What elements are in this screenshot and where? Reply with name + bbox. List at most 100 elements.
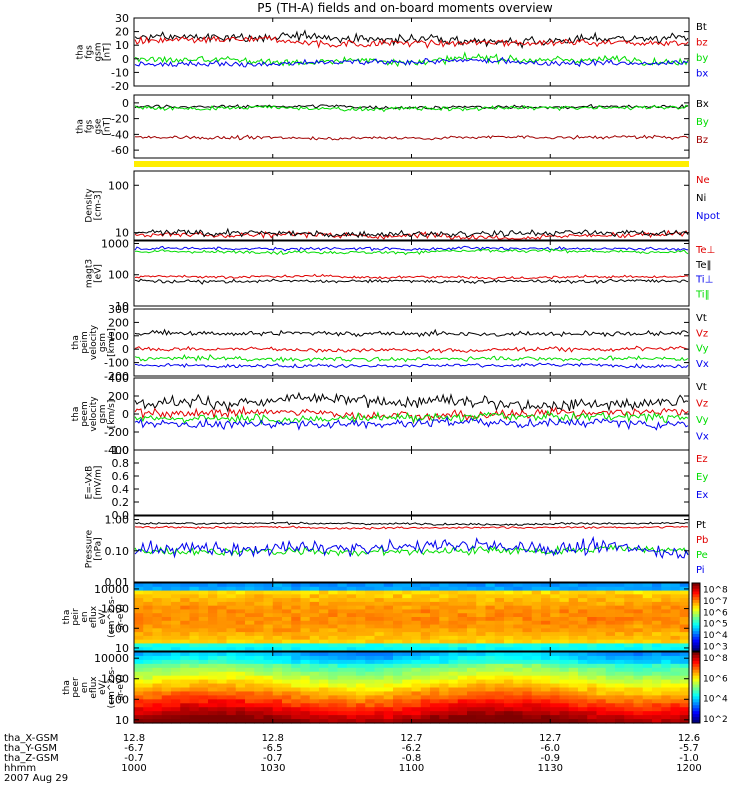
peir_spec-cell: [661, 590, 672, 595]
peer_spec-cell: [319, 675, 329, 681]
peir_spec-cell: [550, 639, 561, 645]
peir_spec-cell: [504, 583, 514, 588]
peer_spec-cell: [485, 652, 496, 657]
peir_spec-cell: [457, 598, 468, 603]
peer_spec-cell: [235, 652, 246, 657]
peer_spec-cell: [300, 687, 311, 693]
peer_spec-cell: [679, 711, 690, 716]
peir_spec-cell: [161, 583, 172, 588]
peir_spec-cell: [346, 647, 357, 652]
peir_spec-cell: [439, 639, 450, 645]
peir_spec-cell: [319, 613, 329, 618]
peir_spec-cell: [263, 647, 274, 652]
peer_spec-colorbar-cell: [692, 708, 700, 712]
peer_spec-cell: [633, 683, 644, 689]
peir_spec-cell: [263, 624, 274, 629]
peir_spec-cell: [291, 620, 302, 626]
peir_spec-cell: [504, 628, 514, 633]
peer_spec-cell: [679, 659, 690, 665]
peir_spec-cell: [309, 609, 320, 614]
peir_spec-cell: [208, 613, 218, 618]
peir_spec-cell: [596, 643, 607, 648]
peir_spec-cell: [393, 617, 403, 622]
peer_spec-cell: [679, 707, 690, 712]
peer_spec-cell: [143, 652, 154, 657]
peir_spec-cell: [605, 624, 616, 629]
peer_spec-cell: [522, 711, 533, 716]
peer_spec-cell: [254, 652, 265, 657]
efield-ytick-label: 0.2: [112, 496, 130, 509]
density-ylabel: [cm-3]: [94, 191, 104, 221]
peir_spec-cell: [596, 583, 607, 588]
peer_spec-cell: [161, 695, 172, 700]
peer_spec-cell: [679, 691, 690, 696]
peer_spec-cell: [633, 652, 644, 657]
peer_spec-cell: [596, 687, 607, 693]
peir_spec-ylabel: eflux: [89, 605, 99, 628]
xaxis-tick-value: -0.9: [540, 753, 560, 764]
peir_spec-cell: [402, 601, 413, 607]
peer_spec-cell: [208, 687, 218, 693]
peer_spec-cell: [356, 703, 366, 708]
peir_spec-cell: [217, 605, 228, 611]
peir_spec-cell: [134, 613, 144, 618]
peir_spec-cell: [522, 590, 533, 595]
peer_spec-cell: [439, 659, 450, 665]
peer_spec-cell: [661, 683, 672, 689]
peer_spec-cell: [143, 675, 154, 681]
peer_spec-cell: [661, 652, 672, 657]
peir_spec-cell: [679, 605, 690, 611]
peir_spec-cell: [615, 643, 625, 648]
peer_spec-cell: [402, 683, 413, 689]
temp-legend-Ti_par: Ti‖: [695, 289, 710, 300]
peir_spec-cell: [235, 620, 246, 626]
peir_spec-cell: [661, 643, 672, 648]
peer_spec-cell: [615, 715, 625, 720]
peir_spec-cell: [587, 594, 598, 599]
peir_spec-cell: [208, 643, 218, 648]
peir_spec-cell: [467, 613, 477, 618]
peer_spec-cell: [263, 652, 274, 657]
peer_spec-colorbar-cell: [692, 696, 700, 700]
pressure-ylabel: [nPa]: [94, 537, 104, 560]
peer_spec-cell: [476, 711, 487, 716]
peir_spec-cell: [605, 628, 616, 633]
peer_spec-cell: [226, 687, 237, 693]
peir_spec-cell: [161, 639, 172, 645]
peir_spec-cell: [217, 647, 228, 652]
peir_spec-cell: [263, 620, 274, 626]
peir_spec-cell: [189, 620, 200, 626]
peer_spec-cell: [448, 663, 459, 669]
peer_spec-cell: [624, 719, 635, 724]
peer_spec-cell: [337, 715, 348, 720]
peir_spec-cell: [411, 632, 422, 637]
peer_spec-cell: [513, 663, 524, 669]
peir_spec-cell: [467, 598, 477, 603]
peer_spec-cell: [568, 715, 579, 720]
peir_spec-colorbar-cell: [692, 600, 700, 604]
peir_spec-cell: [559, 590, 570, 595]
peir_spec-cell: [383, 632, 394, 637]
peer_spec-cell: [485, 671, 496, 677]
peir_spec-cell: [559, 624, 570, 629]
peir_spec-cell: [430, 594, 440, 599]
peer_spec-cell: [633, 699, 644, 704]
peir_spec-cell: [624, 605, 635, 611]
peer_spec-cell: [235, 655, 246, 661]
peir_spec-cell: [383, 620, 394, 626]
peer_spec-cell: [448, 652, 459, 657]
fgs_gsm-ytick-label: 10: [115, 39, 129, 52]
peir_spec-cell: [143, 590, 154, 595]
peir_spec-cell: [328, 609, 339, 614]
peer_spec-cell: [485, 655, 496, 661]
peer_spec-cell: [633, 703, 644, 708]
peir_spec-cell: [411, 635, 422, 641]
peir_spec-cell: [282, 594, 292, 599]
peer_spec-cell: [587, 699, 598, 704]
peer_spec-cell: [402, 687, 413, 693]
peer_spec-cell: [420, 699, 431, 704]
peir_spec-cell: [309, 643, 320, 648]
peir_spec-cell: [245, 590, 255, 595]
peer_spec-colorbar-cell: [692, 666, 700, 671]
peir_spec-cell: [513, 635, 524, 641]
